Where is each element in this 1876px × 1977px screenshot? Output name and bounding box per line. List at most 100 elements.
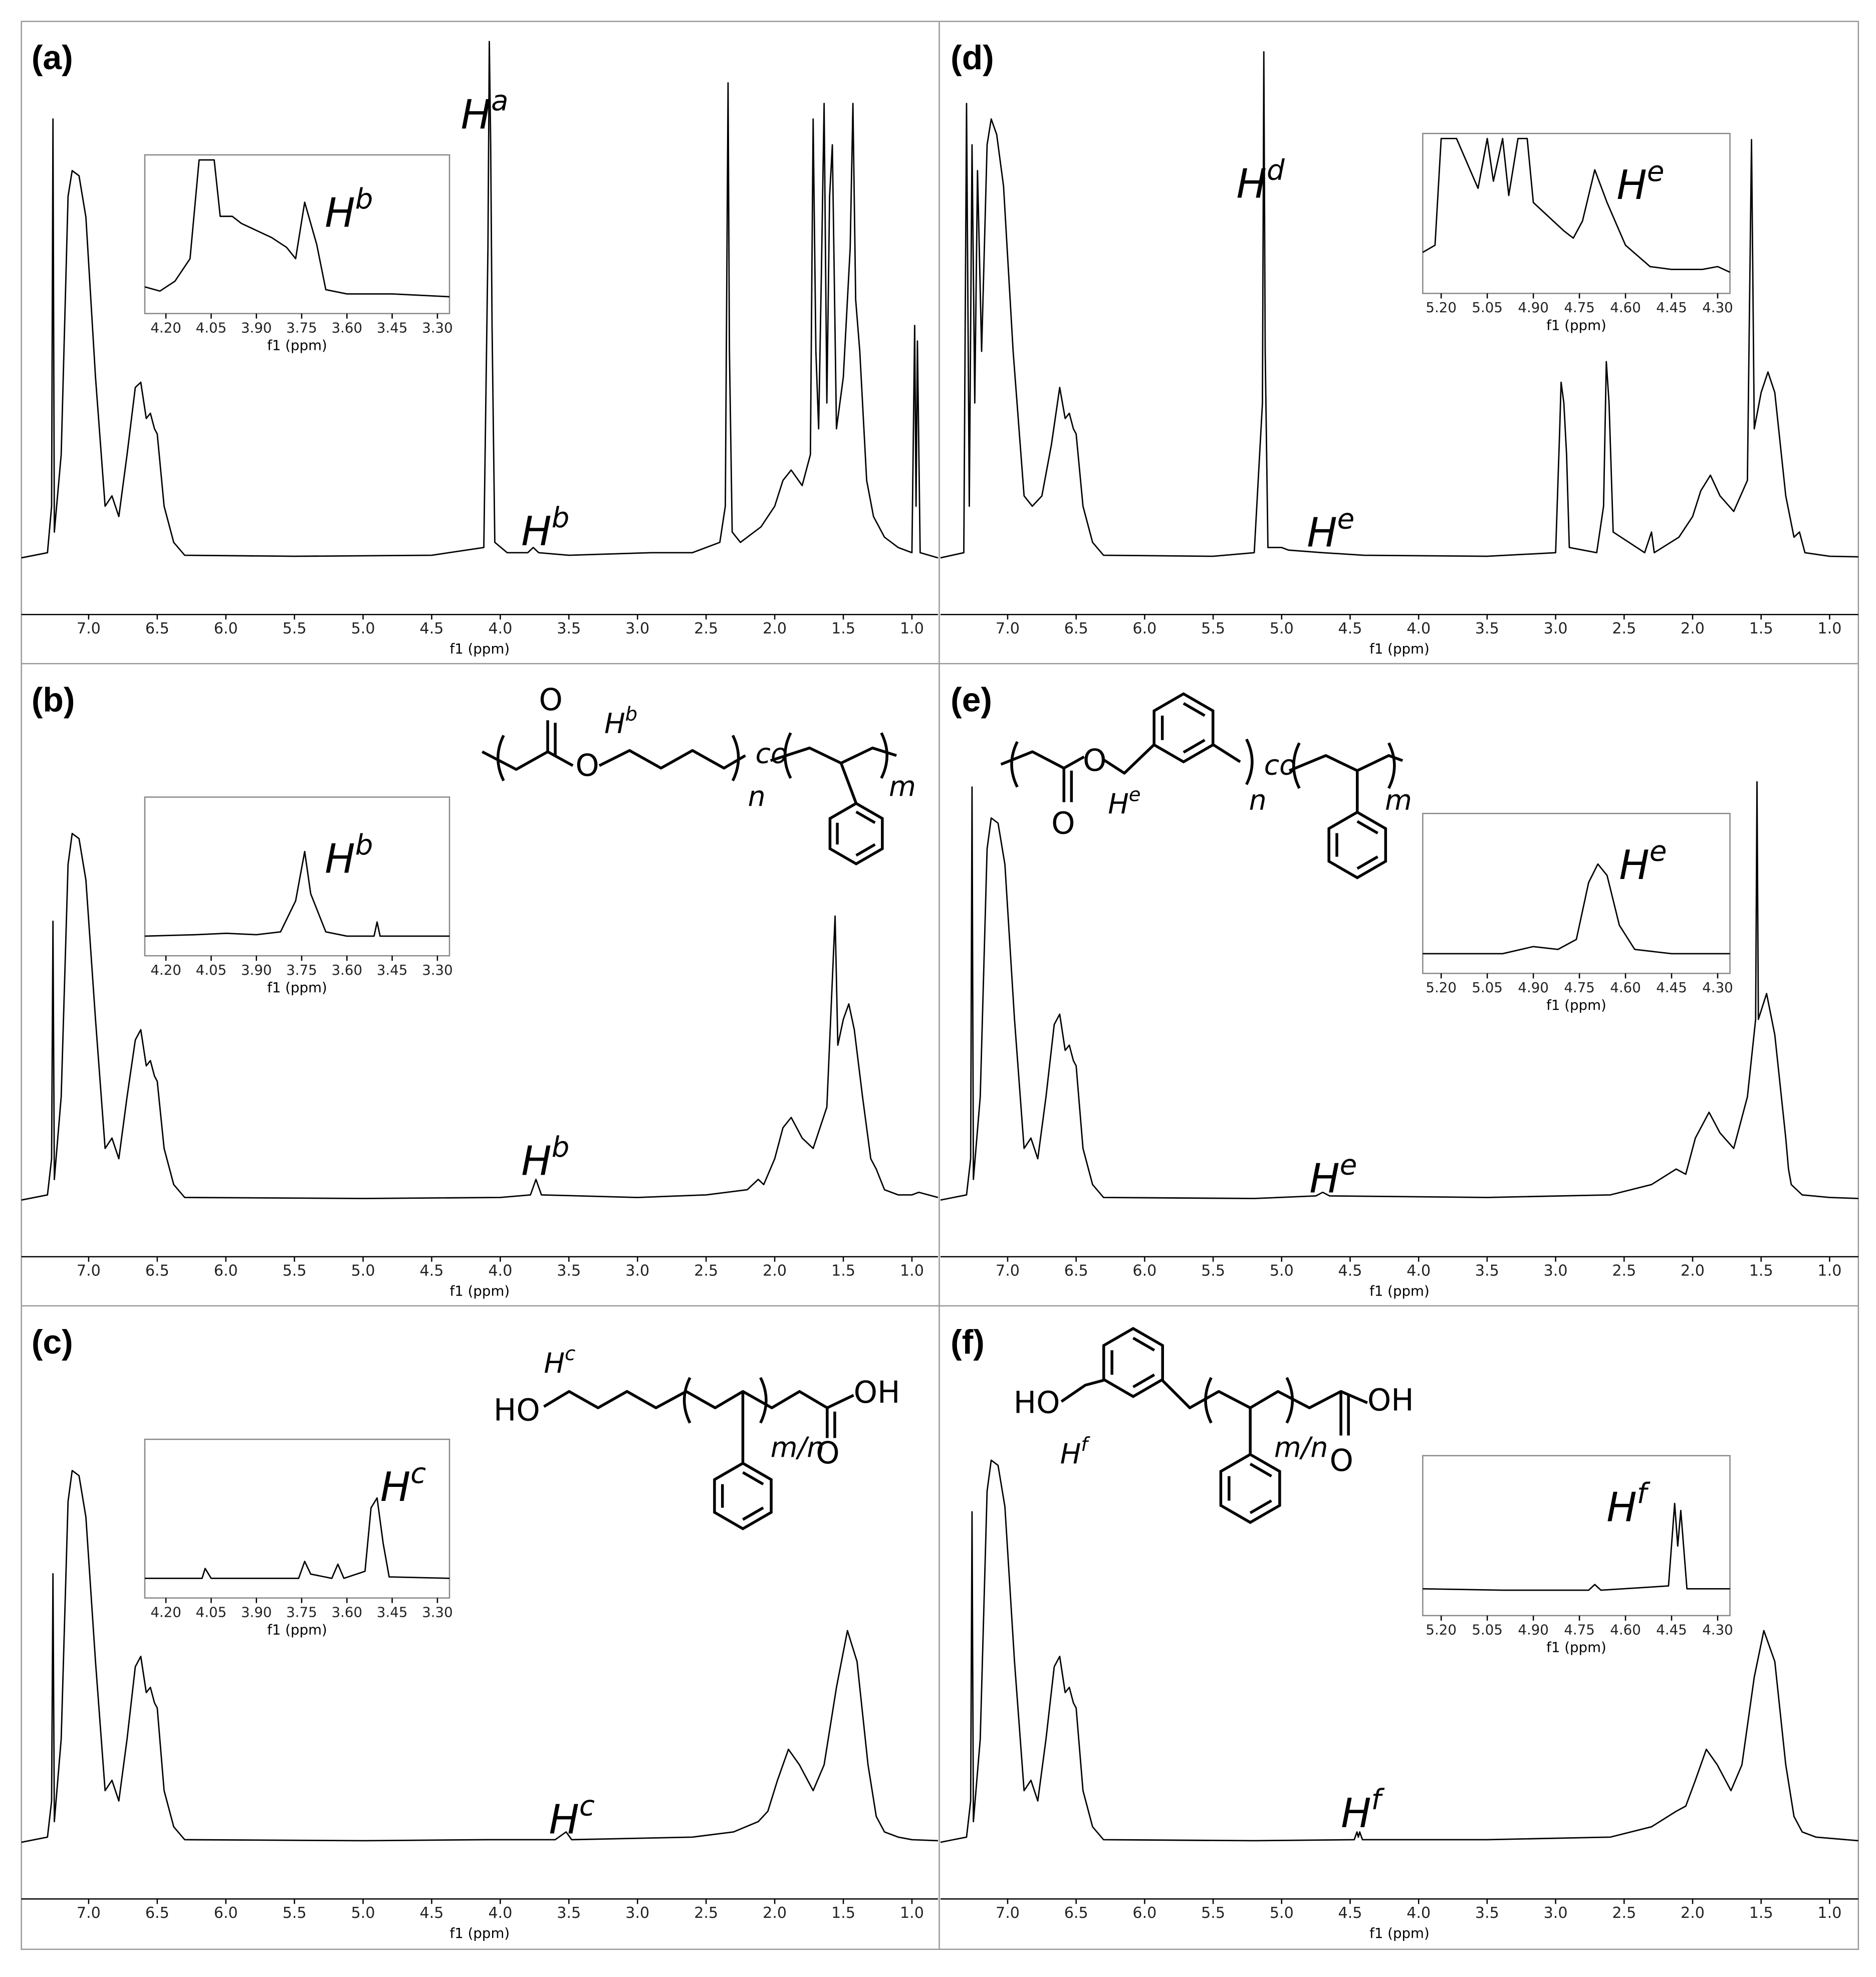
x-tick-label: 2.5	[694, 1904, 718, 1922]
x-tick-label: 1.5	[831, 1904, 855, 1922]
x-tick-label: 3.0	[625, 620, 649, 637]
inset-x-axis-label: f1 (ppm)	[1546, 997, 1606, 1013]
ring-double-bond	[1183, 739, 1206, 754]
ring-double-bond	[1249, 1462, 1272, 1478]
panel-label: (b)	[32, 682, 75, 719]
structure-label: He	[1108, 783, 1140, 820]
inset-peak-label-text: H	[325, 189, 355, 236]
peak-label: Hc	[549, 1790, 595, 1843]
x-tick-label: 3.90	[241, 1604, 272, 1620]
peak-label: He	[1309, 1149, 1357, 1202]
peak-label-superscript: b	[552, 1131, 570, 1164]
peak-label-superscript: d	[1267, 154, 1285, 186]
benzene-ring	[713, 1461, 773, 1530]
repeat-bracket	[783, 732, 792, 779]
structure-label: co	[1264, 749, 1296, 781]
x-tick-label: 3.90	[241, 962, 272, 978]
x-tick-label: 6.0	[214, 1262, 238, 1279]
x-tick-label: 6.5	[145, 1904, 169, 1922]
x-tick-label: 5.5	[283, 620, 307, 637]
ring-double-bond	[1249, 1499, 1272, 1514]
peak-label-text: H	[521, 1137, 551, 1184]
inset-peak-label-text: H	[1619, 841, 1649, 889]
x-tick-label: 4.45	[1656, 299, 1687, 316]
panel-label: (f)	[951, 1324, 985, 1361]
x-tick-label: 2.0	[763, 1904, 787, 1922]
x-tick-label: 4.20	[150, 319, 181, 336]
x-tick-label: 5.0	[351, 1904, 375, 1922]
panel-label: (c)	[32, 1324, 73, 1361]
x-tick-label: 5.0	[351, 1262, 375, 1279]
x-tick-label: 4.5	[1338, 620, 1362, 637]
x-axis-label: f1 (ppm)	[450, 1283, 510, 1299]
x-tick-label: 4.75	[1564, 979, 1595, 996]
x-tick-label: 4.20	[150, 1604, 181, 1620]
x-tick-label: 2.0	[1681, 1262, 1705, 1279]
x-tick-label: 3.5	[1475, 620, 1499, 637]
structure-label: HO	[1014, 1385, 1060, 1420]
structure-label-text: HO	[494, 1393, 540, 1428]
panel-label: (d)	[951, 39, 994, 77]
x-tick-label: 6.0	[214, 620, 238, 637]
x-tick-label: 4.60	[1610, 979, 1641, 996]
ring-double-bond	[742, 1471, 764, 1486]
spectrum-line	[1423, 863, 1730, 955]
x-tick-label: 5.0	[1270, 620, 1294, 637]
peak-label-text: H	[549, 1796, 579, 1843]
structure-label-text: m	[889, 771, 916, 803]
peak-label-superscript: a	[491, 85, 508, 117]
x-tick-label: 3.0	[1544, 1904, 1568, 1922]
peak-label-superscript: e	[1337, 503, 1355, 535]
structure-bond	[1000, 750, 1085, 770]
spectrum-line	[940, 781, 1858, 1201]
x-tick-label: 2.0	[1681, 1904, 1705, 1922]
structure-label: n	[748, 781, 766, 813]
peak-label-text: H	[521, 508, 551, 555]
inset-frame	[1422, 1455, 1731, 1617]
structure-bond	[839, 762, 858, 804]
x-tick-label: 6.5	[145, 1262, 169, 1279]
ring-double-bond	[1132, 1373, 1155, 1389]
structure-label-text: n	[748, 781, 766, 813]
structure-label-text: m/n	[771, 1432, 824, 1464]
x-axis-label: f1 (ppm)	[450, 1925, 510, 1941]
inset-frame	[144, 154, 450, 314]
inset-peak-label: He	[1619, 835, 1667, 889]
x-tick-label: 2.5	[694, 1262, 718, 1279]
inset-peak-label: He	[1616, 155, 1664, 208]
x-tick-label: 5.5	[283, 1904, 307, 1922]
x-tick-label: 6.0	[1132, 1904, 1156, 1922]
x-tick-label: 4.90	[1518, 1622, 1549, 1638]
structure-label-text: O	[1051, 806, 1075, 841]
repeat-bracket	[682, 1377, 691, 1424]
x-tick-label: 5.20	[1426, 979, 1457, 996]
ring-double-bond	[1183, 702, 1206, 717]
inset-peak-label-superscript: e	[1650, 835, 1667, 868]
structure-label-text: H	[1108, 788, 1129, 820]
structure-label: m/n	[771, 1432, 824, 1464]
repeat-bracket	[1285, 1377, 1294, 1424]
x-axis-label: f1 (ppm)	[1369, 1925, 1430, 1941]
structure-bond	[598, 749, 746, 770]
x-tick-label: 1.0	[900, 1904, 924, 1922]
x-tick-label: 2.5	[1612, 1904, 1636, 1922]
peak-label: He	[1307, 503, 1354, 556]
inset-peak-label-text: H	[1616, 161, 1647, 208]
x-tick-label: 4.05	[196, 319, 227, 336]
inset-frame	[144, 1438, 450, 1599]
x-tick-label: 3.45	[377, 1604, 408, 1620]
inset-frame	[1422, 133, 1731, 294]
structure-label-text: H	[1060, 1438, 1081, 1470]
x-tick-label: 4.20	[150, 962, 181, 978]
x-tick-label: 3.5	[1475, 1904, 1499, 1922]
structure-label-text: H	[544, 1348, 565, 1380]
structure-label: O	[575, 748, 599, 783]
x-tick-label: 1.5	[1749, 620, 1773, 637]
x-tick-label: 4.05	[196, 962, 227, 978]
x-tick-label: 2.5	[1612, 620, 1636, 637]
x-tick-label: 6.0	[1132, 620, 1156, 637]
spectrum-line	[21, 1469, 939, 1843]
spectrum-line	[144, 159, 450, 298]
spectrum-line	[940, 51, 1858, 559]
